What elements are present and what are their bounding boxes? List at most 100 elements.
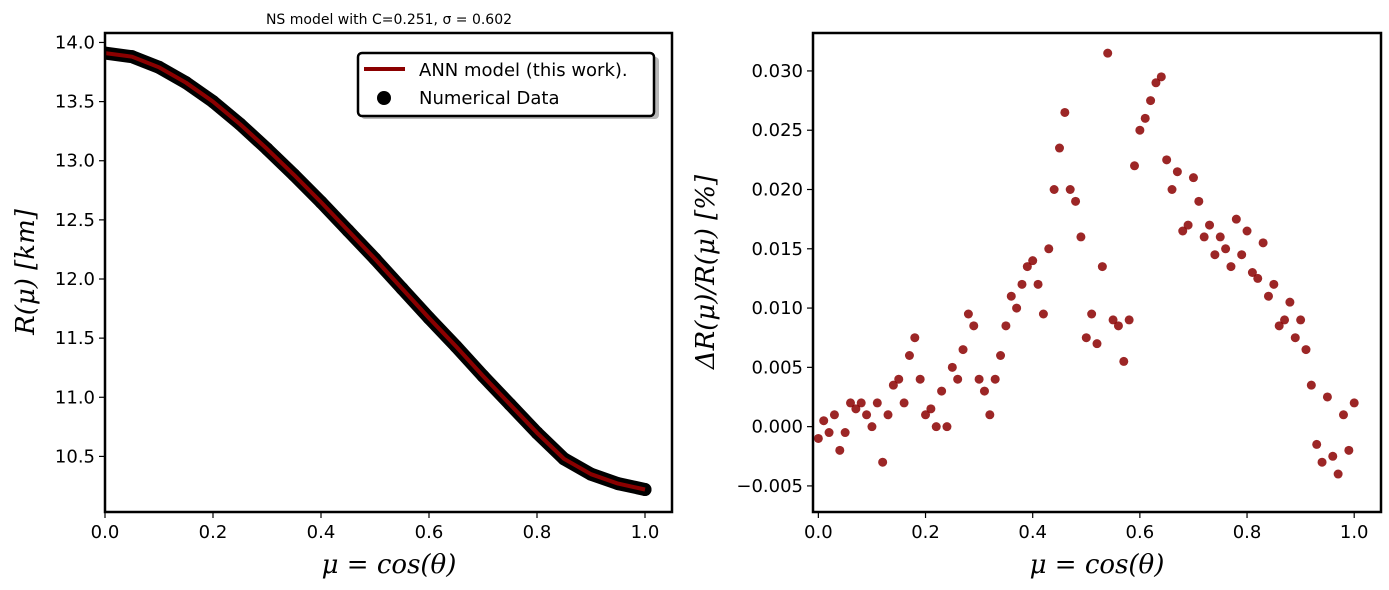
residual-point [1215,232,1225,242]
right-y-tick-label: 0.020 [751,180,803,201]
residual-point [1221,244,1231,254]
residual-point [1012,303,1022,313]
numerical-data-point [638,483,652,497]
residual-point [829,410,839,420]
residual-point [1113,321,1123,331]
residual-point [1017,279,1027,289]
residual-point [974,374,984,384]
left-y-tick-label: 12.0 [55,269,95,290]
residual-point [894,374,904,384]
left-x-tick-label: 1.0 [631,522,660,543]
residual-point [1044,244,1054,254]
left-x-tick-label: 0.4 [307,522,336,543]
residual-point [1280,315,1290,325]
left-y-tick-label: 13.0 [55,151,95,172]
residual-point [1001,321,1011,331]
residual-point [1130,161,1140,171]
legend-label-numerical-data: Numerical Data [419,88,560,109]
residual-point [1097,262,1107,272]
residual-point [846,398,856,408]
residual-point [813,433,823,443]
left-y-tick-label: 10.5 [55,446,95,467]
residual-point [1028,256,1038,266]
residual-point [1312,439,1322,449]
left-y-tick-label: 14.0 [55,32,95,53]
residual-point [1162,155,1172,165]
residual-point [872,398,882,408]
residual-point [958,345,968,355]
residual-point [963,309,973,319]
residual-point [1290,333,1300,343]
residual-point [1167,185,1177,195]
residual-point [1071,196,1081,206]
residual-point [1076,232,1086,242]
residual-point [1119,356,1129,366]
left-x-tick-label: 0.8 [523,522,552,543]
residual-point [1210,250,1220,260]
residual-point [1033,279,1043,289]
residual-point [888,380,898,390]
left-y-tick-label: 12.5 [55,210,95,231]
residual-point [1006,291,1016,301]
residual-point [1237,250,1247,260]
right-x-tick-label: 1.0 [1340,522,1369,543]
residual-point [1328,451,1338,461]
residual-point [1301,345,1311,355]
residual-point [851,404,861,414]
right-y-tick-label: 0.015 [751,239,803,260]
residual-point [856,398,866,408]
left-series-group [105,46,652,497]
right-x-axis-label: μ = cos(θ) [1030,550,1165,580]
residual-point [926,404,936,414]
legend-label-ann-model: ANN model (this work). [419,60,628,81]
residual-point [1194,196,1204,206]
left-x-tick-label: 0.6 [415,522,444,543]
right-y-tick-label: 0.000 [751,417,803,438]
residual-point [1199,232,1209,242]
residual-point [1253,273,1263,283]
left-chart-panel: NS model with C=0.251, σ = 0.602 0.0 0.2 0… [11,12,674,580]
residual-point [1338,410,1348,420]
residual-point [1263,291,1273,301]
residual-point [1178,226,1188,236]
residual-point [1285,297,1295,307]
residual-point [990,374,1000,384]
residual-point [1296,315,1306,325]
residual-point [996,350,1006,360]
residual-point [904,350,914,360]
residual-point [1258,238,1268,248]
right-y-tick-label: 0.005 [751,357,803,378]
left-chart-title: NS model with C=0.251, σ = 0.602 [266,12,512,28]
legend: ANN model (this work). Numerical Data [356,51,659,119]
residual-point [883,410,893,420]
residual-point [1060,107,1070,117]
residual-point [1333,469,1343,479]
residual-point [1156,72,1166,82]
residual-point [979,386,989,396]
left-x-tick-label: 0.2 [199,522,228,543]
residual-point [867,422,877,432]
left-y-tick-label: 11.5 [55,328,95,349]
right-chart-panel: 0.0 0.2 0.4 0.6 0.8 1.0 −0.005 0.000 0.005 0.010 0… [691,31,1383,580]
residual-point [1049,185,1059,195]
residual-point [1151,78,1161,88]
residual-point [899,398,909,408]
residual-point [1247,268,1257,277]
residual-point [835,445,845,455]
right-x-tick-label: 0.8 [1233,522,1262,543]
residual-point [953,374,963,384]
left-x-axis-label: μ = cos(θ) [322,550,457,580]
residual-point [1022,262,1032,272]
right-series-group [813,48,1359,479]
residual-point [1269,279,1279,289]
residual-point [819,416,829,426]
residual-point [1146,96,1156,106]
right-x-tick-label: 0.6 [1126,522,1155,543]
residual-point [840,428,850,438]
residual-point [824,428,834,438]
residual-point [931,422,941,432]
residual-point [878,457,888,467]
residual-point [1054,143,1064,153]
residual-point [1140,113,1150,123]
residual-point [1135,125,1145,135]
